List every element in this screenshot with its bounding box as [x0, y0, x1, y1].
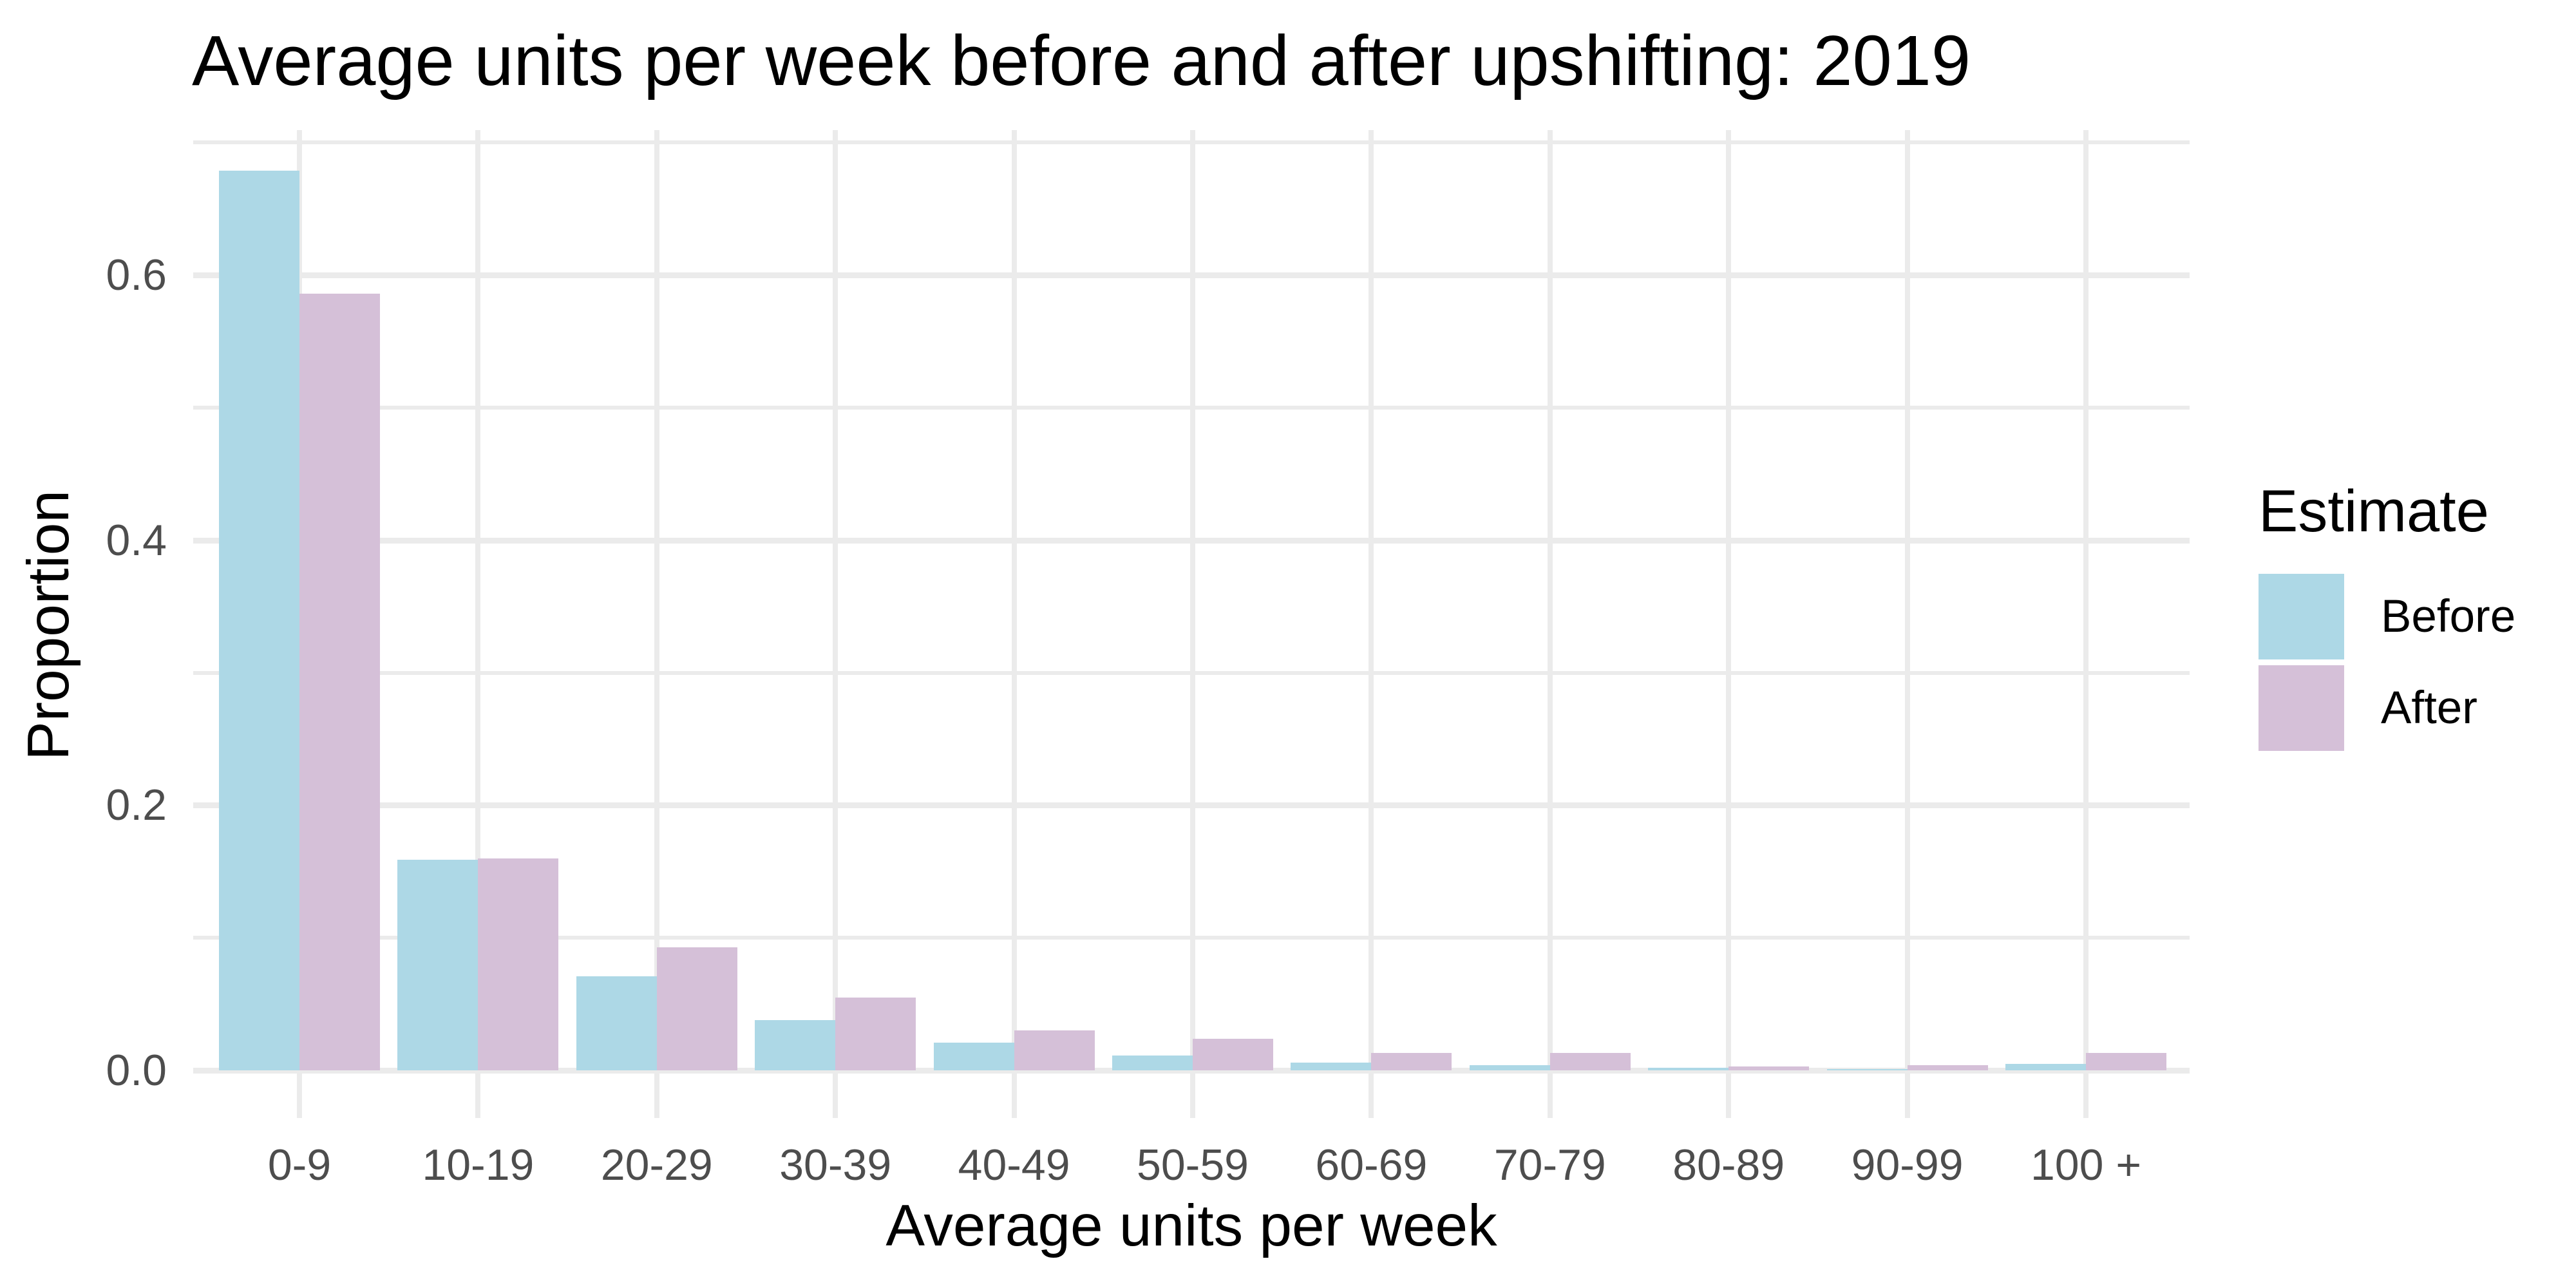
gridline-x-50-59	[1190, 130, 1195, 1118]
x-tick-label-30-39: 30-39	[779, 1141, 892, 1189]
bar-before-20-29	[576, 976, 657, 1070]
bar-before-0-9	[219, 171, 299, 1070]
gridline-x-90-99	[1904, 130, 1910, 1118]
bar-after-30-39	[835, 998, 916, 1070]
x-tick-label-60-69: 60-69	[1315, 1141, 1428, 1189]
legend-item-before: Before	[2259, 574, 2515, 659]
gridline-x-40-49	[1011, 130, 1017, 1118]
bar-after-20-29	[656, 947, 737, 1070]
bar-after-70-79	[1549, 1053, 1631, 1070]
x-tick-label-0-9: 0-9	[267, 1141, 332, 1189]
bar-before-90-99	[1826, 1069, 1908, 1070]
bar-after-60-69	[1371, 1053, 1452, 1070]
y-tick-label-0.0: 0.0	[106, 1046, 167, 1095]
bar-before-50-59	[1112, 1056, 1193, 1070]
x-tick-label-80-89: 80-89	[1672, 1141, 1785, 1189]
legend-label-after: After	[2381, 683, 2477, 734]
gridline-x-60-69	[1368, 130, 1374, 1118]
x-tick-label-40-49: 40-49	[958, 1141, 1070, 1189]
legend-swatch-after	[2259, 665, 2344, 751]
gridline-x-80-89	[1726, 130, 1732, 1118]
bar-after-100	[2086, 1053, 2166, 1070]
x-tick-label-50-59: 50-59	[1137, 1141, 1249, 1189]
plot-panel	[193, 130, 2190, 1118]
gridline-x-10-19	[475, 130, 481, 1118]
bar-before-80-89	[1648, 1068, 1729, 1070]
bar-after-50-59	[1193, 1039, 1273, 1070]
legend-swatch-before	[2259, 574, 2344, 659]
bar-after-10-19	[478, 858, 559, 1070]
x-tick-label-100: 100 +	[2030, 1141, 2142, 1189]
bar-after-40-49	[1014, 1030, 1095, 1070]
chart-title: Average units per week before and after …	[192, 21, 1971, 100]
x-axis-title: Average units per week	[886, 1193, 1497, 1258]
gridline-x-30-39	[833, 130, 838, 1118]
x-tick-label-70-79: 70-79	[1493, 1141, 1606, 1189]
x-tick-label-20-29: 20-29	[600, 1141, 713, 1189]
gridline-x-20-29	[654, 130, 659, 1118]
x-tick-label-90-99: 90-99	[1851, 1141, 1964, 1189]
gridline-x-100	[2083, 130, 2088, 1118]
legend-title: Estimate	[2259, 478, 2489, 544]
legend-item-after: After	[2259, 665, 2515, 751]
bar-before-10-19	[397, 860, 478, 1070]
y-tick-label-0.2: 0.2	[106, 781, 167, 830]
legend-items: Before After	[2259, 574, 2515, 751]
legend-label-before: Before	[2381, 591, 2516, 642]
y-tick-label-0.4: 0.4	[106, 515, 167, 565]
gridline-x-70-79	[1547, 130, 1553, 1118]
bar-before-30-39	[755, 1020, 836, 1070]
bar-before-40-49	[933, 1043, 1014, 1070]
x-tick-label-10-19: 10-19	[422, 1141, 535, 1189]
bar-after-0-9	[299, 294, 380, 1070]
bar-after-90-99	[1907, 1065, 1988, 1070]
bar-before-60-69	[1291, 1063, 1372, 1070]
legend: Estimate Before After	[2259, 478, 2515, 757]
bar-before-100	[2005, 1064, 2086, 1070]
bar-after-80-89	[1728, 1066, 1810, 1070]
y-tick-label-0.6: 0.6	[106, 251, 167, 300]
bar-before-70-79	[1469, 1065, 1550, 1070]
